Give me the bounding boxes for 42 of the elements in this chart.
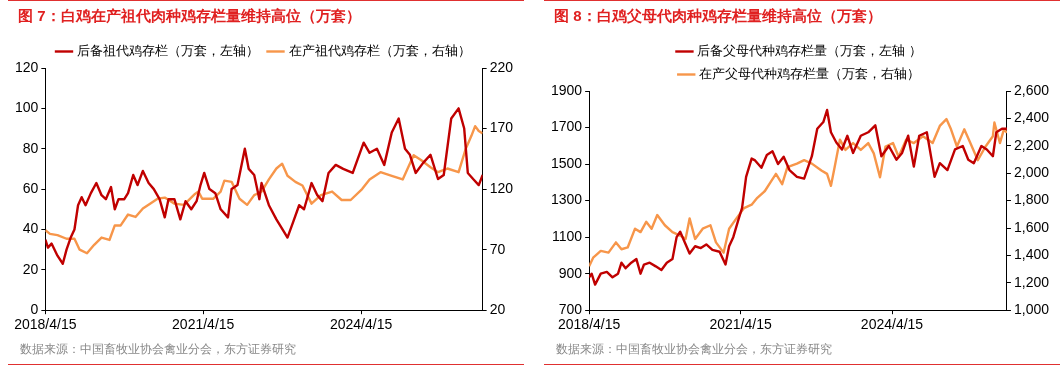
y2-tick-label: 2,400: [1013, 109, 1050, 126]
y-tick-label: 1900: [550, 81, 583, 98]
y2-tick-label: 1,400: [1013, 246, 1050, 263]
y-tick-label: 120: [15, 58, 39, 75]
y2-tick-label: 1,800: [1013, 191, 1050, 208]
y-tick-label: 1500: [550, 154, 583, 171]
y2-tick-label: 2,000: [1013, 164, 1050, 181]
legend-label: 后备祖代鸡存栏（万套，左轴）: [77, 43, 259, 59]
y-tick-label: 1700: [550, 118, 583, 135]
y-tick-label: 80: [22, 139, 39, 156]
y-tick-label: 60: [22, 179, 39, 196]
chart-title: 图 8：白鸡父母代肉种鸡存栏量维持高位（万套）: [544, 0, 1060, 31]
y-tick-label: 40: [22, 220, 39, 237]
y2-tick-label: 220: [489, 58, 514, 75]
y-tick-label: 0: [30, 301, 39, 318]
source-note: 数据来源：中国畜牧业协会禽业分会，东方证券研究: [544, 337, 1060, 365]
chart-title: 图 7：白鸡在产祖代肉种鸡存栏量维持高位（万套）: [8, 0, 524, 31]
y-tick-label: 1300: [550, 191, 583, 208]
x-tick-label: 2024/4/15: [329, 316, 393, 333]
y2-tick-label: 2,600: [1013, 81, 1050, 98]
y2-tick-label: 70: [489, 240, 506, 257]
legend-label: 后备父母代种鸡存栏量（万套，左轴 ）: [697, 43, 923, 59]
legend-label: 在产父母代种鸡存栏量（万套，右轴）: [699, 66, 921, 82]
y2-tick-label: 1,600: [1013, 218, 1050, 235]
y-tick-label: 20: [22, 260, 39, 277]
x-tick-label: 2021/4/15: [709, 316, 772, 333]
y2-tick-label: 2,200: [1013, 136, 1050, 153]
y2-tick-label: 170: [489, 119, 514, 136]
y-tick-label: 700: [558, 301, 583, 318]
y-tick-label: 900: [558, 264, 583, 281]
y2-tick-label: 1,200: [1013, 273, 1050, 290]
y2-tick-label: 120: [489, 179, 514, 196]
x-tick-label: 2018/4/15: [558, 316, 621, 333]
y-tick-label: 1100: [552, 227, 583, 244]
x-tick-label: 2021/4/15: [172, 316, 235, 333]
x-tick-label: 2018/4/15: [14, 316, 77, 333]
x-tick-label: 2024/4/15: [860, 316, 924, 333]
source-note: 数据来源：中国畜牧业协会禽业分会，东方证券研究: [8, 337, 524, 365]
y2-tick-label: 20: [489, 301, 506, 318]
y-tick-label: 100: [15, 99, 39, 116]
y2-tick-label: 1,000: [1013, 301, 1050, 318]
legend-label: 在产祖代鸡存栏（万套，右轴）: [288, 43, 471, 59]
